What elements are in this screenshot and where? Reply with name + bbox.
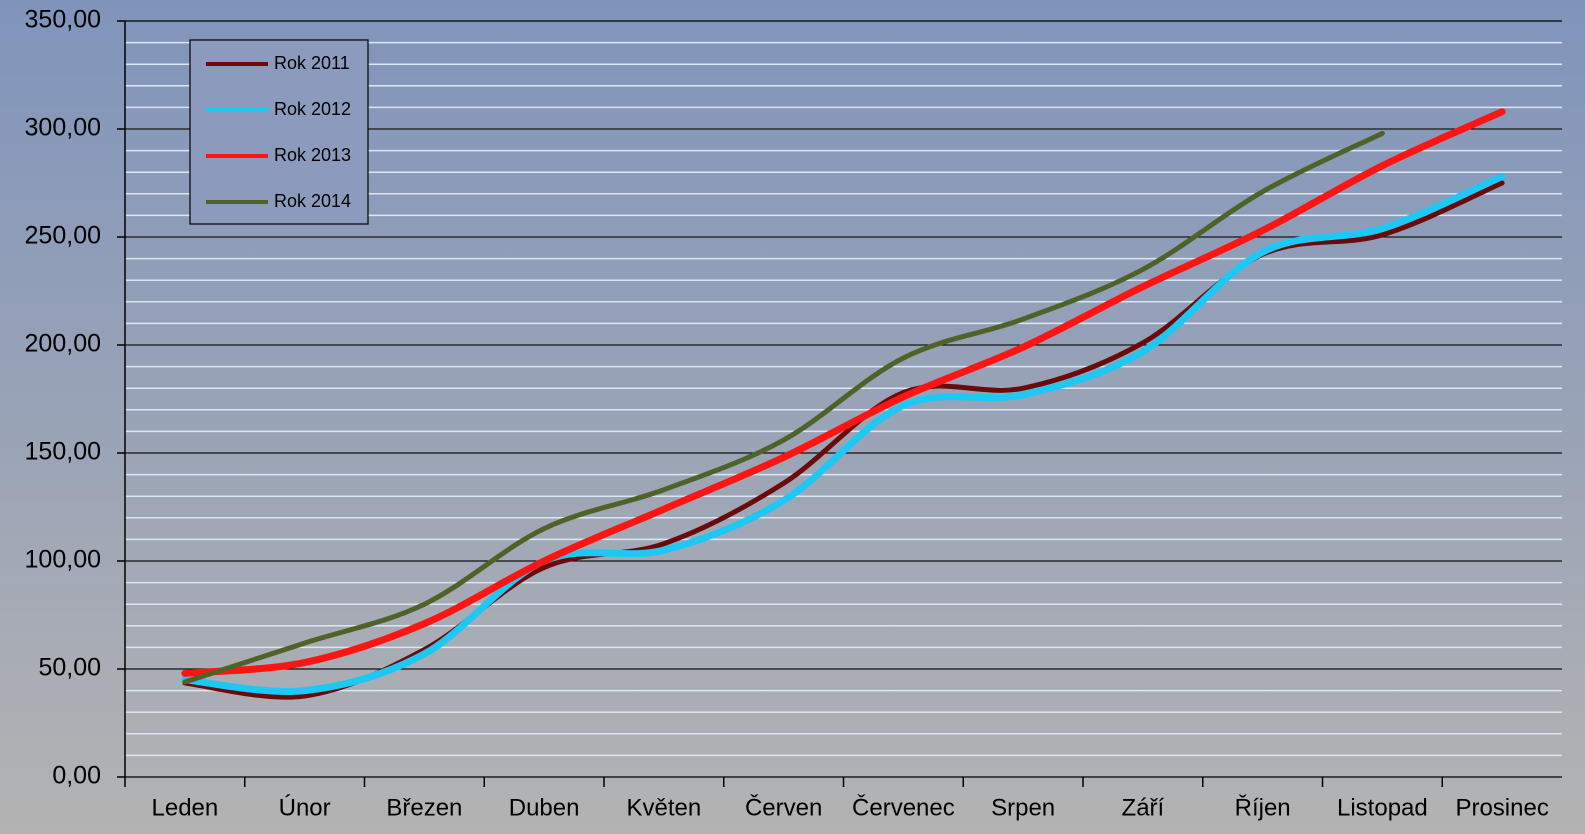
y-tick-label: 150,00 bbox=[25, 438, 101, 466]
legend-label: Rok 2011 bbox=[274, 53, 350, 73]
series-line bbox=[181, 108, 1506, 677]
legend-box bbox=[189, 39, 369, 225]
legend-label: Rok 2013 bbox=[274, 145, 351, 165]
x-tick-label: Únor bbox=[279, 794, 331, 821]
y-tick-label: 50,00 bbox=[38, 654, 101, 682]
x-tick-label: Červenec bbox=[852, 793, 955, 821]
y-tick-label: 100,00 bbox=[25, 546, 101, 574]
y-tick-label: 200,00 bbox=[25, 330, 101, 358]
y-tick-label: 250,00 bbox=[25, 222, 101, 250]
x-tick-label: Květen bbox=[627, 794, 702, 821]
y-tick-label: 300,00 bbox=[25, 114, 101, 142]
legend-label: Rok 2012 bbox=[274, 99, 351, 119]
x-tick-label: Březen bbox=[386, 794, 462, 821]
x-tick-label: Listopad bbox=[1337, 794, 1428, 821]
x-tick-label: Leden bbox=[152, 794, 219, 821]
y-tick-label: 0,00 bbox=[52, 762, 101, 790]
x-tick-label: Duben bbox=[509, 794, 580, 821]
y-tick-label: 350,00 bbox=[25, 6, 101, 34]
legend: Rok 2011 Rok 2012 Rok 2013 Rok 2014 bbox=[189, 39, 369, 225]
x-tick-label: Červen bbox=[745, 793, 822, 821]
x-tick-label: Srpen bbox=[991, 794, 1055, 821]
x-tick-label: Říjen bbox=[1235, 794, 1291, 821]
series-line bbox=[182, 130, 1385, 685]
series-line bbox=[181, 173, 1506, 695]
x-tick-label: Prosinec bbox=[1455, 794, 1548, 821]
x-tick-label: Září bbox=[1122, 794, 1165, 821]
legend-label: Rok 2014 bbox=[274, 191, 351, 211]
